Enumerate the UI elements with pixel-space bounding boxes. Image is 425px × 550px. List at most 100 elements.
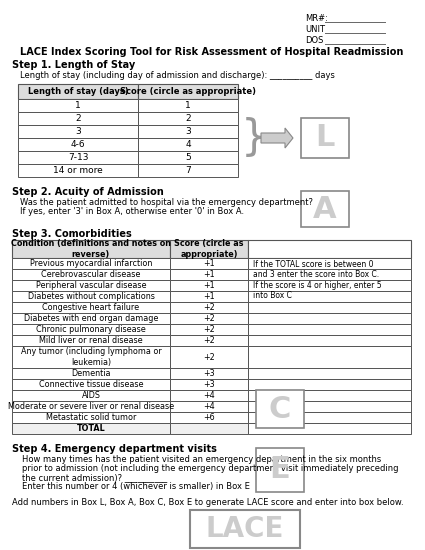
- Bar: [12, 280, 170, 291]
- Text: Connective tissue disease: Connective tissue disease: [39, 380, 143, 389]
- Text: Enter this number or 4 (whichever is smaller) in Box E: Enter this number or 4 (whichever is sma…: [22, 482, 250, 491]
- Bar: [248, 423, 411, 434]
- Bar: [170, 302, 248, 313]
- Text: Any tumor (including lymphoma or
leukemia): Any tumor (including lymphoma or leukemi…: [21, 347, 162, 367]
- Text: Was the patient admitted to hospital via the emergency department?: Was the patient admitted to hospital via…: [20, 198, 313, 207]
- Text: Condition (definitions and notes on
reverse): Condition (definitions and notes on reve…: [11, 239, 171, 258]
- Text: Score (circle as appropriate): Score (circle as appropriate): [120, 87, 256, 96]
- Bar: [18, 84, 138, 99]
- Text: 5: 5: [185, 153, 191, 162]
- Text: 3: 3: [185, 127, 191, 136]
- Text: Dementia: Dementia: [71, 369, 111, 378]
- Text: LACE: LACE: [206, 515, 284, 543]
- Bar: [248, 335, 411, 346]
- Bar: [138, 112, 238, 125]
- Bar: [12, 240, 170, 258]
- Bar: [170, 258, 248, 269]
- Bar: [170, 368, 248, 379]
- Text: +2: +2: [203, 325, 215, 334]
- Text: +1: +1: [203, 292, 215, 301]
- Bar: [170, 313, 248, 324]
- Bar: [248, 346, 411, 368]
- Bar: [12, 335, 170, 346]
- Text: 7-13: 7-13: [68, 153, 88, 162]
- Bar: [18, 151, 138, 164]
- Bar: [12, 390, 170, 401]
- Text: 4-6: 4-6: [71, 140, 85, 149]
- Bar: [248, 390, 411, 401]
- Text: If yes, enter '3' in Box A, otherwise enter '0' in Box A.: If yes, enter '3' in Box A, otherwise en…: [20, 207, 244, 216]
- Text: +2: +2: [203, 336, 215, 345]
- Text: 14 or more: 14 or more: [53, 166, 103, 175]
- Text: Step 4. Emergency department visits: Step 4. Emergency department visits: [12, 444, 217, 454]
- Text: UNIT: UNIT: [305, 25, 325, 34]
- Bar: [12, 368, 170, 379]
- Text: TOTAL: TOTAL: [76, 424, 105, 433]
- Bar: [138, 151, 238, 164]
- Text: 1: 1: [75, 101, 81, 110]
- Text: DOS: DOS: [305, 36, 323, 45]
- Text: Mild liver or renal disease: Mild liver or renal disease: [39, 336, 143, 345]
- Bar: [18, 164, 138, 177]
- Bar: [170, 412, 248, 423]
- Bar: [301, 118, 349, 158]
- Bar: [138, 84, 238, 99]
- Text: +1: +1: [203, 281, 215, 290]
- Bar: [170, 390, 248, 401]
- Text: +3: +3: [203, 369, 215, 378]
- Text: AIDS: AIDS: [82, 391, 100, 400]
- Bar: [18, 138, 138, 151]
- Bar: [12, 313, 170, 324]
- Text: 2: 2: [75, 114, 81, 123]
- Text: +6: +6: [203, 413, 215, 422]
- Text: Previous myocardial infarction: Previous myocardial infarction: [30, 259, 152, 268]
- Bar: [248, 401, 411, 412]
- Text: 1: 1: [185, 101, 191, 110]
- Text: the current admission)? __________: the current admission)? __________: [22, 473, 167, 482]
- Bar: [248, 302, 411, 313]
- Text: A: A: [313, 195, 337, 223]
- Text: E: E: [269, 455, 290, 485]
- Bar: [170, 324, 248, 335]
- Bar: [301, 191, 349, 227]
- Text: Cerebrovascular disease: Cerebrovascular disease: [41, 270, 141, 279]
- Text: +1: +1: [203, 259, 215, 268]
- Text: C: C: [269, 394, 291, 424]
- Text: Congestive heart failure: Congestive heart failure: [42, 303, 139, 312]
- Text: Step 2. Acuity of Admission: Step 2. Acuity of Admission: [12, 187, 164, 197]
- Text: Length of stay (including day of admission and discharge): __________ days: Length of stay (including day of admissi…: [20, 71, 335, 80]
- Bar: [170, 379, 248, 390]
- Text: prior to admission (not including the emergency department visit immediately pre: prior to admission (not including the em…: [22, 464, 399, 473]
- Bar: [12, 291, 170, 302]
- Text: 7: 7: [185, 166, 191, 175]
- Bar: [248, 258, 411, 269]
- Bar: [12, 269, 170, 280]
- Text: L: L: [315, 124, 334, 152]
- Text: LACE Index Scoring Tool for Risk Assessment of Hospital Readmission: LACE Index Scoring Tool for Risk Assessm…: [20, 47, 404, 57]
- Text: Score (circle as
appropriate): Score (circle as appropriate): [174, 239, 244, 258]
- Text: +3: +3: [203, 380, 215, 389]
- Bar: [170, 401, 248, 412]
- Bar: [18, 125, 138, 138]
- Text: If the TOTAL score is between 0
and 3 enter the score into Box C.
If the score i: If the TOTAL score is between 0 and 3 en…: [253, 260, 382, 300]
- Text: Add numbers in Box L, Box A, Box C, Box E to generate LACE score and enter into : Add numbers in Box L, Box A, Box C, Box …: [12, 498, 404, 507]
- Bar: [12, 258, 170, 269]
- Bar: [256, 448, 304, 492]
- Text: +4: +4: [203, 402, 215, 411]
- Bar: [248, 379, 411, 390]
- Text: 4: 4: [185, 140, 191, 149]
- Text: Diabetes with end organ damage: Diabetes with end organ damage: [24, 314, 158, 323]
- Bar: [170, 346, 248, 368]
- Text: How many times has the patient visited an emergency department in the six months: How many times has the patient visited a…: [22, 455, 381, 464]
- Bar: [248, 313, 411, 324]
- Text: Peripheral vascular disease: Peripheral vascular disease: [36, 281, 146, 290]
- Text: Moderate or severe liver or renal disease: Moderate or severe liver or renal diseas…: [8, 402, 174, 411]
- Bar: [12, 324, 170, 335]
- Text: Chronic pulmonary disease: Chronic pulmonary disease: [36, 325, 146, 334]
- Bar: [248, 240, 411, 258]
- Text: 3: 3: [75, 127, 81, 136]
- Bar: [248, 368, 411, 379]
- Text: Step 1. Length of Stay: Step 1. Length of Stay: [12, 60, 135, 70]
- Bar: [248, 280, 411, 291]
- Text: }: }: [241, 117, 267, 159]
